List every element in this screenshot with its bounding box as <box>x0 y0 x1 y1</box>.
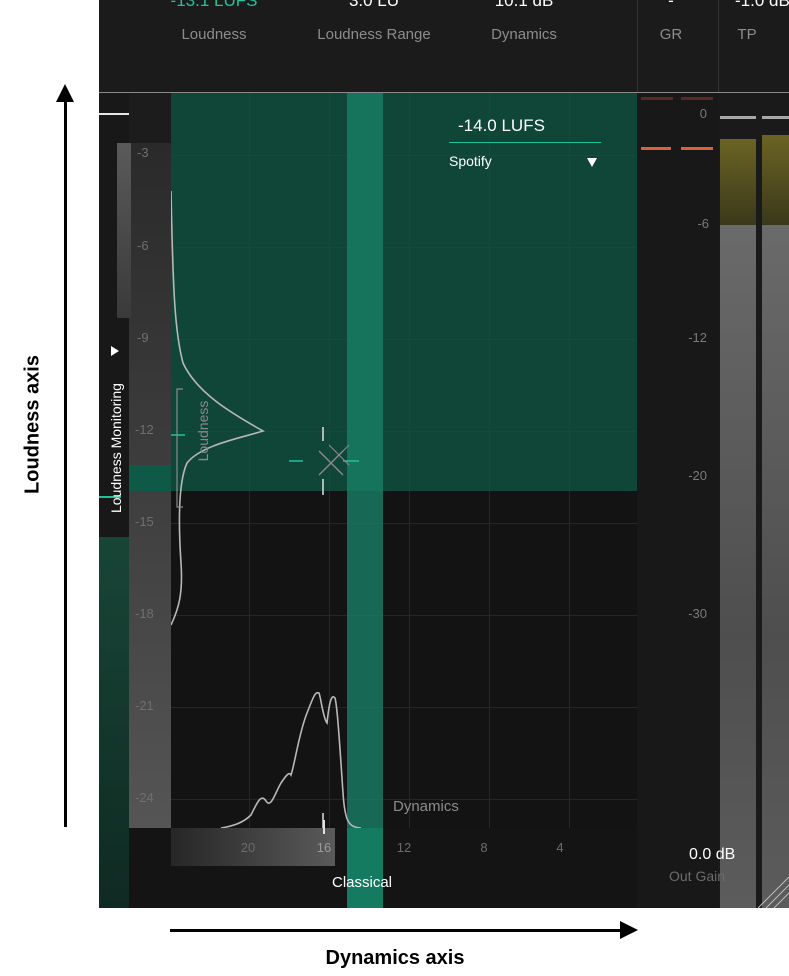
output-bar-right-yellow <box>762 135 789 225</box>
loudness-curve-label: Loudness <box>195 400 211 462</box>
loudness-range-bracket <box>176 388 183 508</box>
clip-marker-left <box>641 147 671 150</box>
loudness-range-value: 3.0 LU <box>348 0 400 10</box>
target-preset-dropdown[interactable]: Spotify <box>449 152 605 172</box>
y-tick: -15 <box>135 514 154 529</box>
y-axis-arrow <box>64 100 67 827</box>
target-loudness-value[interactable]: -14.0 LUFS <box>458 116 545 135</box>
meter-tick: -12 <box>688 330 707 345</box>
dynamics-distribution-curve <box>220 691 362 828</box>
genre-label[interactable]: Classical <box>332 874 393 891</box>
triangle-right-icon <box>111 346 119 356</box>
y-axis-annotation: Loudness axis <box>21 355 44 494</box>
y-tick: -3 <box>137 145 149 160</box>
header-divider <box>637 0 638 92</box>
dynamics-curve-label: Dynamics <box>393 798 459 815</box>
grid-h <box>171 523 637 524</box>
gr-peak-marker-left <box>641 97 673 100</box>
output-bar-right <box>762 225 789 908</box>
y-tick: -12 <box>135 422 154 437</box>
output-peak-right <box>762 116 789 119</box>
y-axis-arrowhead <box>56 84 74 102</box>
output-bar-left-yellow <box>720 139 756 225</box>
dynamics-axis-strip <box>171 828 637 908</box>
meter-tick: -6 <box>697 216 709 231</box>
grid-h <box>171 799 637 800</box>
dynamics-axis-band <box>347 828 383 908</box>
out-gain-label: Out Gain <box>669 868 726 884</box>
x-tick: 16 <box>316 840 332 855</box>
header-separator <box>99 92 789 93</box>
triangle-down-icon <box>587 158 597 167</box>
meter-tick: -30 <box>688 606 707 621</box>
out-gain-value[interactable]: 0.0 dB <box>689 846 736 863</box>
x-axis-arrowhead <box>620 921 638 939</box>
loudness-axis-column <box>117 93 171 828</box>
loudness-dynamics-plot[interactable]: Loudness Dynamics -14.0 LUFS Spotify <box>171 93 637 908</box>
y-tick: -18 <box>135 606 154 621</box>
output-meter <box>718 93 789 908</box>
x-tick: 4 <box>556 840 564 855</box>
y-tick: -21 <box>135 698 154 713</box>
output-peak-left <box>720 116 756 119</box>
clip-marker-right <box>681 147 713 150</box>
y-tick: -24 <box>135 790 154 805</box>
header-bar: -13.1 LUFS Loudness 3.0 LU Loudness Rang… <box>99 0 789 92</box>
monitoring-current-marker <box>99 496 121 498</box>
loudness-range-bar-top <box>117 143 131 318</box>
gr-meter <box>637 93 718 908</box>
y-tick: -9 <box>137 330 149 345</box>
tp-label: TP <box>737 26 757 43</box>
tp-value: -1.0 dB <box>735 0 789 10</box>
target-loudness-zone <box>171 93 637 491</box>
loudness-label: Loudness <box>181 26 247 43</box>
gr-label: GR <box>659 26 683 43</box>
dynamics-range-bar <box>171 828 335 866</box>
gr-peak-marker-right <box>681 97 713 100</box>
crosshair-x4 <box>328 444 350 466</box>
x-axis-annotation: Dynamics axis <box>325 947 465 969</box>
loudness-range-label: Loudness Range <box>317 26 431 43</box>
dynamics-marker <box>323 820 325 834</box>
x-tick: 8 <box>480 840 488 855</box>
target-preset-label: Spotify <box>449 153 492 169</box>
loudness-value: -13.1 LUFS <box>170 0 258 10</box>
meter-tick: 0 <box>699 106 707 121</box>
dynamics-value: 10.1 dB <box>494 0 554 10</box>
y-tick: -6 <box>137 238 149 253</box>
loudness-monitoring-toggle[interactable]: Loudness Monitoring <box>106 333 126 513</box>
grid-h <box>171 615 637 616</box>
loudness-axis-target-band <box>129 465 171 491</box>
target-underline <box>449 142 601 143</box>
loudness-monitoring-label: Loudness Monitoring <box>108 383 124 513</box>
meter-tick: -20 <box>688 468 707 483</box>
x-tick: 12 <box>396 840 412 855</box>
monitoring-level-marker <box>99 113 129 115</box>
loudness-distribution-curve <box>171 190 265 626</box>
header-divider-2 <box>718 0 719 92</box>
x-tick: 20 <box>240 840 256 855</box>
monitoring-history-fill <box>99 537 129 908</box>
dynamics-label: Dynamics <box>491 26 557 43</box>
grid-h <box>171 707 637 708</box>
output-bar-left <box>720 225 756 908</box>
resize-hatch[interactable] <box>758 873 789 908</box>
gr-value: - <box>668 0 674 10</box>
distribution-curves <box>171 190 362 828</box>
plugin-panel: -13.1 LUFS Loudness 3.0 LU Loudness Rang… <box>99 0 789 908</box>
x-axis-arrow <box>170 929 622 932</box>
genre-dynamics-band <box>347 93 383 908</box>
